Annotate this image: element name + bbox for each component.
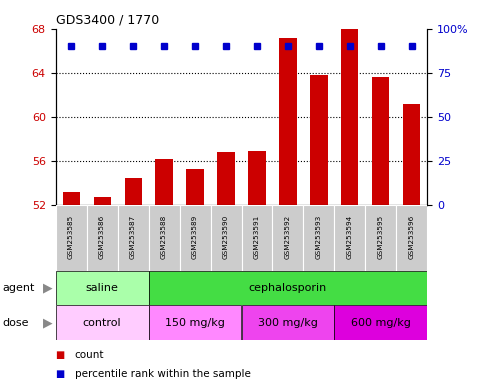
Bar: [334, 205, 366, 271]
Text: cephalosporin: cephalosporin: [249, 283, 327, 293]
Bar: [280, 38, 297, 205]
Bar: [94, 197, 111, 205]
Text: GSM253589: GSM253589: [192, 215, 198, 259]
Text: ■: ■: [56, 350, 68, 360]
Bar: [86, 205, 117, 271]
Bar: [334, 305, 427, 340]
Text: percentile rank within the sample: percentile rank within the sample: [75, 369, 251, 379]
Bar: [149, 271, 427, 305]
Bar: [62, 192, 80, 205]
Bar: [303, 205, 334, 271]
Bar: [242, 305, 334, 340]
Text: GSM253595: GSM253595: [378, 215, 384, 259]
Text: GSM253596: GSM253596: [409, 215, 415, 259]
Bar: [217, 152, 235, 205]
Text: GDS3400 / 1770: GDS3400 / 1770: [56, 14, 159, 27]
Bar: [311, 75, 327, 205]
Bar: [272, 205, 303, 271]
Bar: [56, 271, 149, 305]
Text: agent: agent: [2, 283, 35, 293]
Bar: [248, 151, 266, 205]
Text: ▶: ▶: [43, 281, 52, 295]
Bar: [156, 159, 172, 205]
Bar: [242, 205, 272, 271]
Text: GSM253586: GSM253586: [99, 215, 105, 259]
Text: 150 mg/kg: 150 mg/kg: [165, 318, 225, 328]
Text: GSM253591: GSM253591: [254, 215, 260, 259]
Bar: [366, 205, 397, 271]
Text: 300 mg/kg: 300 mg/kg: [258, 318, 318, 328]
Bar: [186, 169, 203, 205]
Text: count: count: [75, 350, 104, 360]
Bar: [372, 78, 389, 205]
Text: GSM253592: GSM253592: [285, 215, 291, 259]
Text: dose: dose: [2, 318, 29, 328]
Text: GSM253587: GSM253587: [130, 215, 136, 259]
Text: GSM253593: GSM253593: [316, 215, 322, 259]
Text: GSM253590: GSM253590: [223, 215, 229, 259]
Text: saline: saline: [85, 283, 118, 293]
Text: ▶: ▶: [43, 316, 52, 329]
Bar: [403, 104, 421, 205]
Text: control: control: [83, 318, 121, 328]
Text: 600 mg/kg: 600 mg/kg: [351, 318, 411, 328]
Bar: [149, 305, 242, 340]
Text: GSM253585: GSM253585: [68, 215, 74, 259]
Bar: [56, 205, 86, 271]
Text: GSM253588: GSM253588: [161, 215, 167, 259]
Bar: [125, 178, 142, 205]
Bar: [117, 205, 149, 271]
Bar: [397, 205, 427, 271]
Text: GSM253594: GSM253594: [347, 215, 353, 259]
Bar: [180, 205, 211, 271]
Bar: [56, 305, 149, 340]
Bar: [149, 205, 180, 271]
Bar: [341, 28, 358, 205]
Bar: [211, 205, 242, 271]
Text: ■: ■: [56, 369, 68, 379]
